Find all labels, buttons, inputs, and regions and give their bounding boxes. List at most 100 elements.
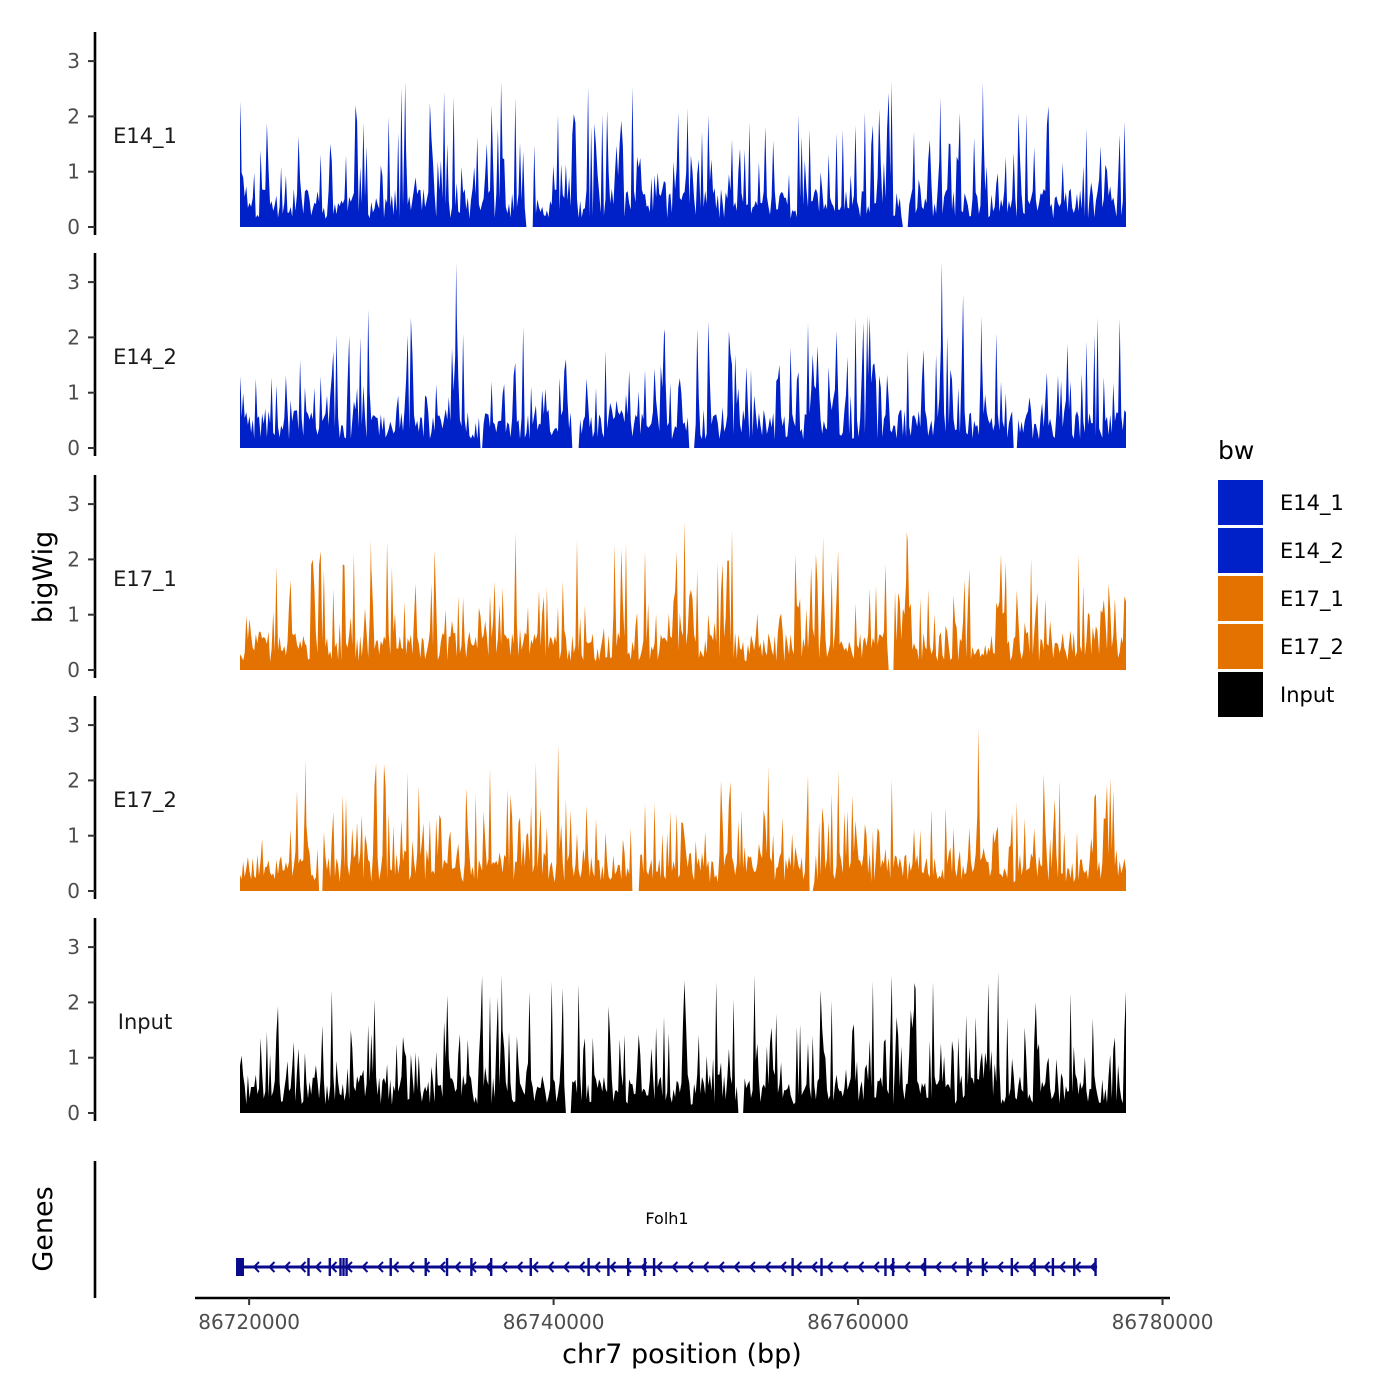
exon bbox=[489, 1258, 493, 1276]
legend-swatch-Input bbox=[1218, 672, 1263, 717]
strand-arrow bbox=[516, 1261, 524, 1273]
y-axis-title: bigWig bbox=[28, 531, 59, 624]
exon bbox=[607, 1258, 610, 1276]
y-tick-label: 3 bbox=[67, 492, 80, 516]
legend-label-E17_1: E17_1 bbox=[1280, 587, 1344, 612]
exon bbox=[445, 1258, 449, 1276]
exon bbox=[328, 1258, 332, 1276]
strand-arrow bbox=[330, 1261, 338, 1273]
exon bbox=[820, 1258, 823, 1276]
tracks-layer: 0 1 2 3 E14_1 0 1 2 3 E14_2 0 1 2 3 E17_1 0 1 2 3 E17_2 0 1 2 3… bbox=[67, 32, 1126, 1125]
y-tick-label: 0 bbox=[67, 215, 80, 239]
strand-arrow bbox=[717, 1261, 725, 1273]
strand-arrow bbox=[531, 1261, 539, 1273]
legend-swatch-E14_1 bbox=[1218, 480, 1263, 525]
exon bbox=[1073, 1258, 1076, 1276]
y-tick-label: 2 bbox=[67, 325, 80, 349]
strand-arrow bbox=[438, 1261, 446, 1273]
strand-arrow bbox=[702, 1261, 710, 1273]
signal-area-E17_1 bbox=[240, 521, 1126, 670]
y-tick-label: 3 bbox=[67, 935, 80, 959]
strand-arrow bbox=[950, 1261, 958, 1273]
strand-arrow bbox=[1074, 1261, 1082, 1273]
strand-arrow bbox=[500, 1261, 508, 1273]
y-tick-label: 0 bbox=[67, 1101, 80, 1125]
exon bbox=[1010, 1258, 1014, 1276]
y-tick-label: 1 bbox=[67, 160, 80, 184]
strand-arrow bbox=[733, 1261, 741, 1273]
strand-arrow bbox=[1012, 1261, 1020, 1273]
strand-arrow bbox=[810, 1261, 818, 1273]
track-label-E17_1: E17_1 bbox=[113, 567, 177, 592]
strand-arrow bbox=[485, 1261, 493, 1273]
track-label-E14_1: E14_1 bbox=[113, 124, 177, 149]
track-E17_1: 0 1 2 3 E17_1 bbox=[67, 475, 1126, 682]
strand-arrow bbox=[795, 1261, 803, 1273]
exon bbox=[339, 1258, 342, 1276]
strand-arrow bbox=[686, 1261, 694, 1273]
strand-arrow bbox=[562, 1261, 570, 1273]
strand-arrow bbox=[1043, 1261, 1051, 1273]
strand-arrow bbox=[1058, 1261, 1066, 1273]
track-label-Input: Input bbox=[118, 1010, 172, 1034]
signal-area-E17_2 bbox=[240, 727, 1126, 891]
x-axis: 86720000 86740000 86760000 86780000 bbox=[195, 1296, 1214, 1334]
strand-arrow bbox=[299, 1261, 307, 1273]
strand-arrow bbox=[826, 1261, 834, 1273]
exon bbox=[1051, 1258, 1055, 1276]
exon bbox=[1033, 1258, 1036, 1276]
track-E17_2: 0 1 2 3 E17_2 bbox=[67, 696, 1126, 903]
y-tick-label: 2 bbox=[67, 768, 80, 792]
strand-arrow bbox=[407, 1261, 415, 1273]
strand-arrow bbox=[593, 1261, 601, 1273]
x-tick-label: 86720000 bbox=[198, 1310, 300, 1334]
signal-area-E14_2 bbox=[240, 261, 1126, 448]
exon bbox=[626, 1258, 630, 1276]
strand-arrow bbox=[268, 1261, 276, 1273]
track-label-E17_2: E17_2 bbox=[113, 788, 177, 813]
strand-arrow bbox=[919, 1261, 927, 1273]
strand-arrow bbox=[671, 1261, 679, 1273]
strand-arrow bbox=[1027, 1261, 1035, 1273]
exon bbox=[891, 1258, 895, 1276]
strand-arrow bbox=[841, 1261, 849, 1273]
legend-label-Input: Input bbox=[1280, 683, 1334, 707]
y-tick-label: 1 bbox=[67, 1046, 80, 1070]
strand-arrow bbox=[283, 1261, 291, 1273]
genes-layer: Folh1 bbox=[93, 1161, 1098, 1298]
exon bbox=[1094, 1258, 1097, 1276]
y-tick-label: 2 bbox=[67, 547, 80, 571]
signal-area-E14_1 bbox=[240, 80, 1126, 227]
legend-swatch-E17_1 bbox=[1218, 576, 1263, 621]
y-tick-label: 1 bbox=[67, 603, 80, 627]
exon bbox=[470, 1258, 473, 1276]
exon bbox=[529, 1258, 532, 1276]
strand-arrow bbox=[1089, 1261, 1097, 1273]
strand-arrow bbox=[392, 1261, 400, 1273]
exon bbox=[643, 1258, 647, 1276]
strand-arrow bbox=[857, 1261, 865, 1273]
exon bbox=[981, 1258, 985, 1276]
legend-swatch-E17_2 bbox=[1218, 624, 1263, 669]
y-tick-label: 0 bbox=[67, 436, 80, 460]
legend-label-E17_2: E17_2 bbox=[1280, 635, 1344, 660]
x-tick-label: 86780000 bbox=[1112, 1310, 1214, 1334]
exon bbox=[424, 1258, 427, 1276]
y-tick-label: 2 bbox=[67, 990, 80, 1014]
legend-swatch-E14_2 bbox=[1218, 528, 1263, 573]
track-E14_2: 0 1 2 3 E14_2 bbox=[67, 253, 1126, 460]
track-E14_1: 0 1 2 3 E14_1 bbox=[67, 32, 1126, 239]
y-tick-label: 3 bbox=[67, 713, 80, 737]
strand-arrow bbox=[547, 1261, 555, 1273]
strand-arrow bbox=[764, 1261, 772, 1273]
y-tick-label: 3 bbox=[67, 270, 80, 294]
legend-label-E14_2: E14_2 bbox=[1280, 539, 1344, 564]
exon bbox=[652, 1258, 656, 1276]
y-tick-label: 1 bbox=[67, 824, 80, 848]
gene-label: Folh1 bbox=[645, 1209, 688, 1228]
strand-arrow bbox=[655, 1261, 663, 1273]
legend-label-E14_1: E14_1 bbox=[1280, 491, 1344, 516]
x-tick-label: 86760000 bbox=[807, 1310, 909, 1334]
strand-arrow bbox=[996, 1261, 1004, 1273]
